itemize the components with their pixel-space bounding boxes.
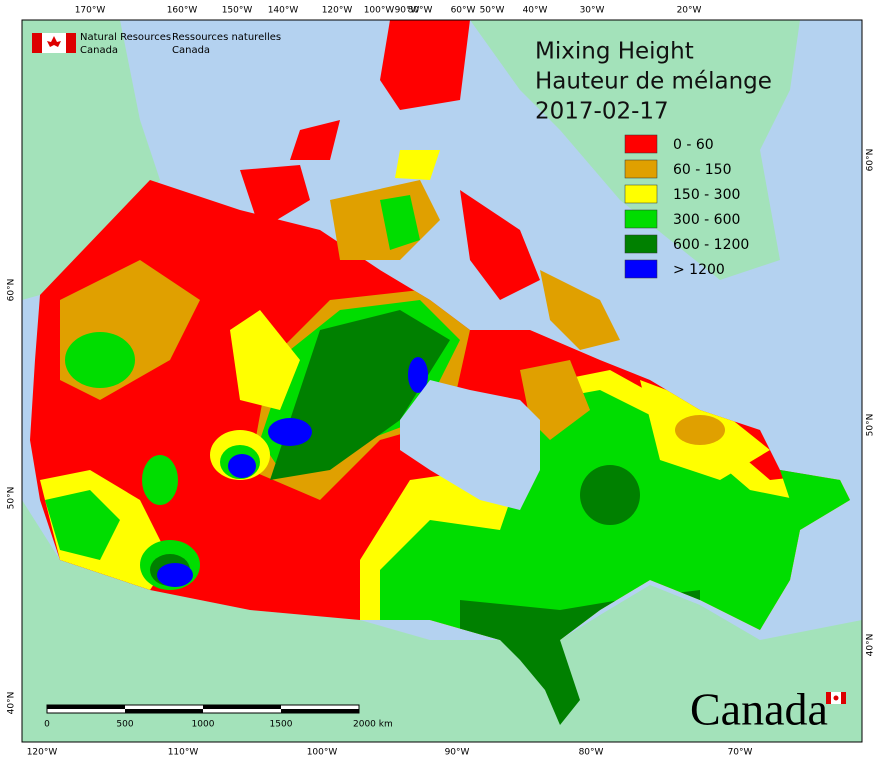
southern-ontario bbox=[500, 640, 580, 725]
graticule-label: 30°W bbox=[580, 6, 605, 16]
graticule-label: 90°W bbox=[445, 748, 470, 758]
scale-bar-label: 1500 bbox=[270, 720, 293, 730]
graticule-label: 70°W bbox=[728, 748, 753, 758]
canada-wordmark: Canada bbox=[690, 684, 828, 735]
zone-yellow bbox=[230, 310, 300, 410]
wordmark: Canada bbox=[690, 684, 846, 735]
wordmark-leaf bbox=[833, 695, 839, 701]
zone-blue bbox=[268, 418, 312, 446]
scale-bar-segment bbox=[203, 705, 281, 709]
hudson-bay bbox=[400, 380, 540, 510]
graticule-label: 50°N bbox=[7, 487, 17, 510]
legend-label: 300 - 600 bbox=[673, 212, 740, 228]
graticule-label: 110°W bbox=[168, 748, 199, 758]
map-title: Mixing Height bbox=[535, 39, 694, 65]
graticule-label: 100°W bbox=[364, 6, 395, 16]
graticule-label: 40°W bbox=[523, 6, 548, 16]
graticule-label: 60°N bbox=[7, 279, 17, 302]
graticule-label: 90°W bbox=[395, 6, 420, 16]
united-states bbox=[22, 500, 862, 742]
zone-green bbox=[142, 455, 178, 505]
legend-swatch bbox=[624, 159, 658, 179]
graticule-label: 160°W bbox=[167, 6, 198, 16]
agency-en: Natural Resources bbox=[80, 32, 171, 43]
map bbox=[22, 20, 862, 742]
graticule-label: 170°W bbox=[75, 6, 106, 16]
map-date: 2017-02-17 bbox=[535, 99, 669, 125]
scale-bar-segment bbox=[281, 709, 359, 713]
map-title: Hauteur de mélange bbox=[535, 69, 772, 95]
legend-swatch bbox=[624, 259, 658, 279]
graticule-label: 100°W bbox=[307, 748, 338, 758]
arctic-island bbox=[290, 120, 340, 160]
zone-dark-green bbox=[270, 310, 450, 480]
canada-mainland bbox=[30, 180, 850, 640]
legend-swatch bbox=[624, 234, 658, 254]
zone-orange bbox=[675, 415, 725, 445]
graticule-label: 120°W bbox=[27, 748, 58, 758]
scale-bar-label: 2000 km bbox=[353, 720, 393, 730]
map-frame bbox=[21, 19, 863, 743]
newfoundland bbox=[780, 470, 850, 530]
arctic-island bbox=[240, 165, 310, 230]
arctic-island bbox=[540, 270, 620, 350]
wordmark-flag-bar bbox=[841, 692, 846, 704]
graticule-label: 40°N bbox=[7, 692, 17, 715]
scale-bar-label: 500 bbox=[116, 720, 133, 730]
alaska bbox=[22, 20, 160, 300]
graticule-label: 60°N bbox=[866, 149, 876, 172]
zone-green bbox=[65, 332, 135, 388]
maple-leaf bbox=[47, 36, 61, 47]
graticule-label: 140°W bbox=[268, 6, 299, 16]
legend-label: 600 - 1200 bbox=[673, 237, 749, 253]
arctic-island bbox=[380, 20, 470, 110]
graticule-label: 60°W bbox=[451, 6, 476, 16]
zone-dark-green bbox=[580, 465, 640, 525]
legend-label: 0 - 60 bbox=[673, 137, 714, 153]
agency-fr: Ressources naturelles bbox=[172, 32, 281, 43]
scale-bar-label: 0 bbox=[44, 720, 50, 730]
legend-swatch bbox=[624, 134, 658, 154]
nrcan-logo bbox=[32, 33, 76, 53]
zone-blue bbox=[408, 357, 428, 393]
flag-bar bbox=[32, 33, 42, 53]
scale-bar-segment bbox=[47, 705, 125, 709]
graticule-label: 50°N bbox=[866, 414, 876, 437]
agency-en: Canada bbox=[80, 45, 118, 56]
legend-swatch bbox=[624, 184, 658, 204]
arctic-island bbox=[395, 150, 440, 180]
graticule-label: 150°W bbox=[222, 6, 253, 16]
wordmark-flag-bar bbox=[826, 692, 831, 704]
flag-bar bbox=[66, 33, 76, 53]
graticule-label: 50°W bbox=[480, 6, 505, 16]
zone-blue bbox=[228, 454, 256, 478]
graticule-label: 120°W bbox=[322, 6, 353, 16]
zone-blue bbox=[157, 563, 193, 587]
legend-label: 60 - 150 bbox=[673, 162, 732, 178]
legend-label: > 1200 bbox=[673, 262, 725, 278]
graticule-label: 80°W bbox=[579, 748, 604, 758]
arctic-island bbox=[460, 190, 540, 300]
legend-label: 150 - 300 bbox=[673, 187, 740, 203]
graticule-label: 80°W bbox=[408, 6, 433, 16]
arctic-island bbox=[380, 195, 420, 250]
graticule-label: 20°W bbox=[677, 6, 702, 16]
scale-bar-segment bbox=[125, 709, 203, 713]
zone-green bbox=[45, 490, 120, 560]
scale-bar-label: 1000 bbox=[192, 720, 215, 730]
agency-fr: Canada bbox=[172, 45, 210, 56]
graticule-label: 40°N bbox=[866, 634, 876, 657]
legend-swatch bbox=[624, 209, 658, 229]
